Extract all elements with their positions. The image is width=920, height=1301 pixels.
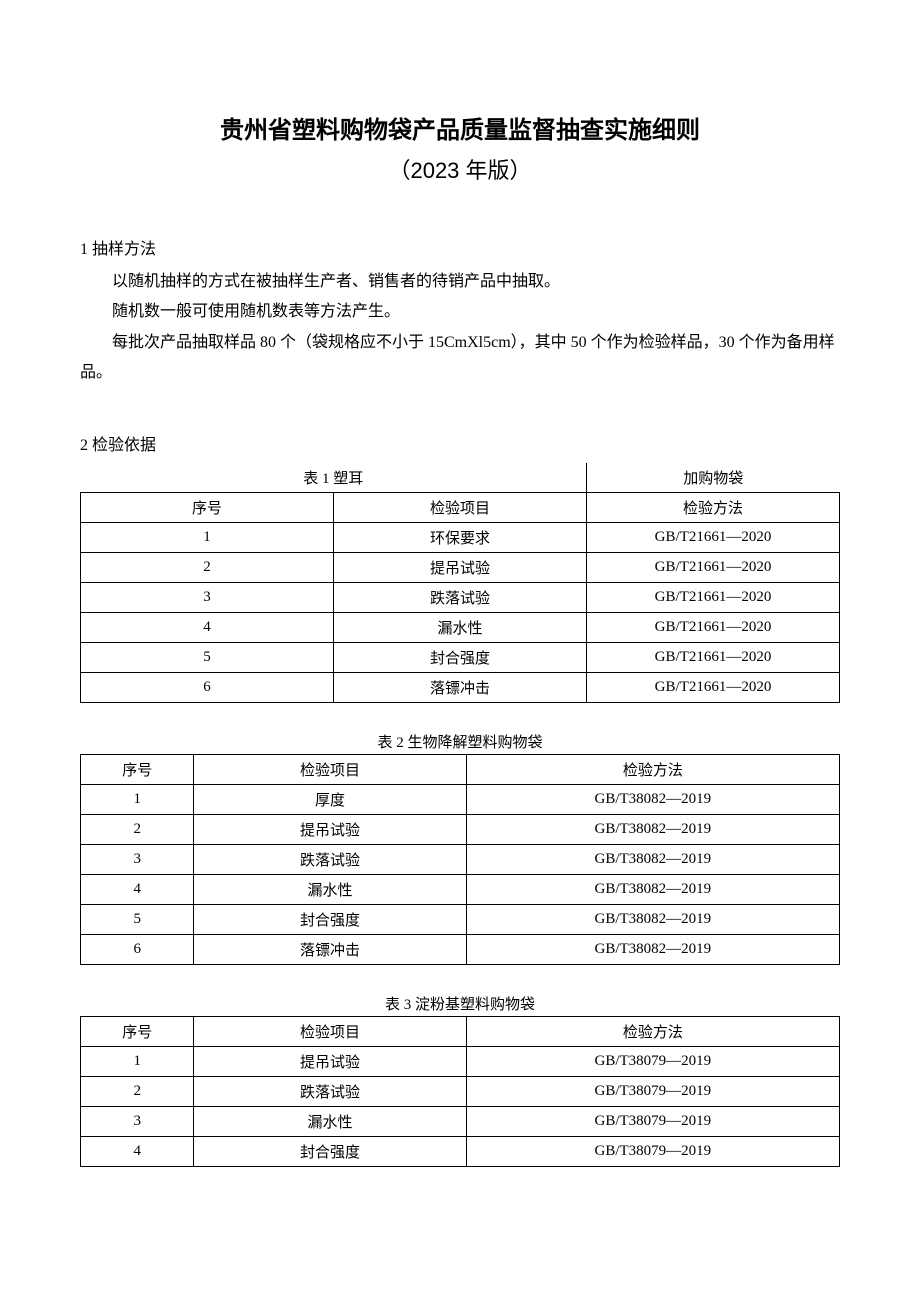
table-cell: 提吊试验 (194, 814, 466, 844)
table-3-caption: 表 3 淀粉基塑料购物袋 (80, 993, 840, 1014)
section-2-heading: 2 检验依据 (80, 431, 840, 455)
table-row: 5 封合强度 GB/T21661—2020 (81, 642, 840, 672)
table-cell: 4 (81, 874, 194, 904)
table-caption-row: 表 1 塑耳 加购物袋 (81, 463, 840, 493)
table-cell: 4 (81, 612, 334, 642)
table-cell: GB/T38079—2019 (466, 1106, 839, 1136)
table-header-cell: 检验方法 (466, 754, 839, 784)
table-cell: 厚度 (194, 784, 466, 814)
table-cell: 1 (81, 1046, 194, 1076)
table-header-row: 序号 检验项目 检验方法 (81, 492, 840, 522)
table-cell: 跌落试验 (194, 1076, 466, 1106)
document-title: 贵州省塑料购物袋产品质量监督抽查实施细则 (80, 110, 840, 145)
table-row: 3 漏水性 GB/T38079—2019 (81, 1106, 840, 1136)
table-cell: GB/T38082—2019 (466, 844, 839, 874)
table-cell: 跌落试验 (334, 582, 587, 612)
table-cell: GB/T38082—2019 (466, 814, 839, 844)
table-row: 1 环保要求 GB/T21661—2020 (81, 522, 840, 552)
table-header-cell: 检验方法 (587, 492, 840, 522)
table-header-cell: 检验项目 (334, 492, 587, 522)
table-cell: 2 (81, 1076, 194, 1106)
table-row: 1 厚度 GB/T38082—2019 (81, 784, 840, 814)
table-row: 3 跌落试验 GB/T21661—2020 (81, 582, 840, 612)
section-1-paragraph: 随机数一般可使用随机数表等方法产生。 (80, 297, 840, 327)
table-header-cell: 序号 (81, 754, 194, 784)
table-cell: GB/T21661—2020 (587, 612, 840, 642)
document-page: 贵州省塑料购物袋产品质量监督抽查实施细则 （2023 年版） 1 抽样方法 以随… (0, 0, 920, 1227)
section-1-heading: 1 抽样方法 (80, 235, 840, 259)
section-1-paragraph: 以随机抽样的方式在被抽样生产者、销售者的待销产品中抽取。 (80, 267, 840, 297)
table-cell: 落镖冲击 (194, 934, 466, 964)
table-cell: GB/T21661—2020 (587, 672, 840, 702)
table-cell: 6 (81, 934, 194, 964)
table-row: 4 漏水性 GB/T38082—2019 (81, 874, 840, 904)
table-cell: GB/T38079—2019 (466, 1046, 839, 1076)
table-cell: GB/T21661—2020 (587, 642, 840, 672)
table-header-cell: 检验方法 (466, 1016, 839, 1046)
table-cell: 2 (81, 552, 334, 582)
table-2-caption: 表 2 生物降解塑料购物袋 (80, 731, 840, 752)
table-cell: GB/T21661—2020 (587, 582, 840, 612)
table-header-cell: 序号 (81, 1016, 194, 1046)
document-subtitle: （2023 年版） (80, 153, 840, 185)
table-cell: 落镖冲击 (334, 672, 587, 702)
table-row: 5 封合强度 GB/T38082—2019 (81, 904, 840, 934)
table-cell: 封合强度 (334, 642, 587, 672)
table-cell: GB/T21661—2020 (587, 522, 840, 552)
table-2: 序号 检验项目 检验方法 1 厚度 GB/T38082—2019 2 提吊试验 … (80, 754, 840, 965)
table-cell: 4 (81, 1136, 194, 1166)
table-cell: GB/T38082—2019 (466, 784, 839, 814)
table-cell: 3 (81, 582, 334, 612)
table-cell: GB/T38079—2019 (466, 1136, 839, 1166)
table-cell: 5 (81, 904, 194, 934)
table-cell: 提吊试验 (194, 1046, 466, 1076)
table-row: 2 提吊试验 GB/T38082—2019 (81, 814, 840, 844)
table-cell: 2 (81, 814, 194, 844)
table-header-row: 序号 检验项目 检验方法 (81, 1016, 840, 1046)
table-header-cell: 序号 (81, 492, 334, 522)
table-cell: 1 (81, 522, 334, 552)
table-cell: GB/T38082—2019 (466, 874, 839, 904)
table-row: 2 跌落试验 GB/T38079—2019 (81, 1076, 840, 1106)
table-cell: 环保要求 (334, 522, 587, 552)
table-cell: 3 (81, 1106, 194, 1136)
table-cell: 提吊试验 (334, 552, 587, 582)
table-cell: 跌落试验 (194, 844, 466, 874)
table-3: 序号 检验项目 检验方法 1 提吊试验 GB/T38079—2019 2 跌落试… (80, 1016, 840, 1167)
table-cell: 漏水性 (194, 1106, 466, 1136)
table-1: 表 1 塑耳 加购物袋 序号 检验项目 检验方法 1 环保要求 GB/T2166… (80, 463, 840, 703)
table-cell: 漏水性 (194, 874, 466, 904)
table-cell: 3 (81, 844, 194, 874)
table-cell: GB/T38079—2019 (466, 1076, 839, 1106)
table-row: 6 落镖冲击 GB/T21661—2020 (81, 672, 840, 702)
table-row: 2 提吊试验 GB/T21661—2020 (81, 552, 840, 582)
table-row: 6 落镖冲击 GB/T38082—2019 (81, 934, 840, 964)
table-cell: 1 (81, 784, 194, 814)
table-row: 3 跌落试验 GB/T38082—2019 (81, 844, 840, 874)
table-cell: 漏水性 (334, 612, 587, 642)
table-header-cell: 检验项目 (194, 754, 466, 784)
table-cell: 封合强度 (194, 904, 466, 934)
table-cell: GB/T38082—2019 (466, 904, 839, 934)
section-1-paragraph: 每批次产品抽取样品 80 个（袋规格应不小于 15CmXl5cm），其中 50 … (80, 328, 840, 389)
table-row: 4 封合强度 GB/T38079—2019 (81, 1136, 840, 1166)
table-cell: 封合强度 (194, 1136, 466, 1166)
table-1-caption-left: 表 1 塑耳 (81, 463, 587, 493)
table-row: 1 提吊试验 GB/T38079—2019 (81, 1046, 840, 1076)
table-cell: 6 (81, 672, 334, 702)
table-row: 4 漏水性 GB/T21661—2020 (81, 612, 840, 642)
table-header-row: 序号 检验项目 检验方法 (81, 754, 840, 784)
table-header-cell: 检验项目 (194, 1016, 466, 1046)
table-cell: GB/T21661—2020 (587, 552, 840, 582)
table-cell: GB/T38082—2019 (466, 934, 839, 964)
table-1-caption-right: 加购物袋 (587, 463, 840, 493)
table-cell: 5 (81, 642, 334, 672)
